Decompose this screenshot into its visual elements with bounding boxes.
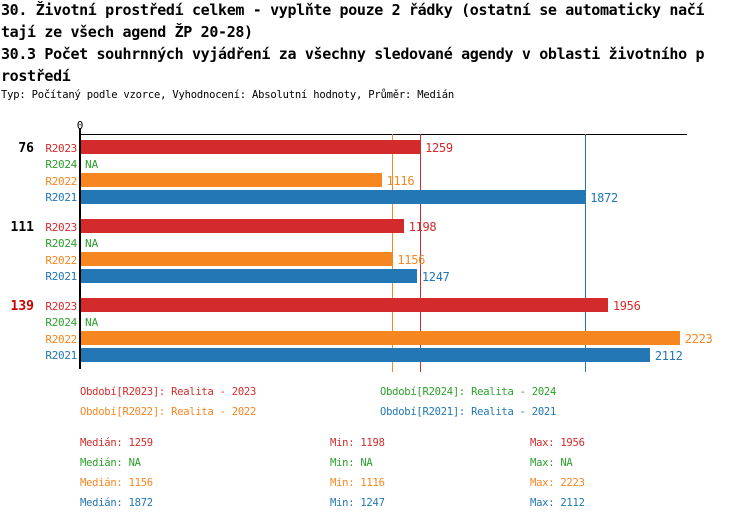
bar-value-label: 1956 [612,299,641,313]
group-label-111: 111 [10,220,34,235]
stat-min-R2022: Min: 1116 [330,477,385,489]
bar-value-label: 2223 [684,332,713,346]
y-axis-line [79,128,81,369]
stat-median-R2021: Medián: 1872 [80,497,153,509]
category-label-R2022: R2022 [45,332,77,346]
stat-max-R2023: Max: 1956 [530,437,585,449]
bar-R2021 [81,268,417,283]
group-label-139: 139 [10,299,34,314]
median-line-R2022 [392,134,394,372]
bar-value-label: 1116 [386,174,415,188]
bar-value-label: 1872 [590,190,618,205]
bar-value-label: 2112 [654,348,683,363]
stat-min-R2024: Min: NA [330,457,373,469]
bar-R2022 [81,252,393,266]
category-label-R2023: R2023 [45,220,77,234]
category-label-R2023: R2023 [45,141,77,155]
bar-na-label: NA [85,158,99,171]
category-label-R2024: R2024 [45,316,77,329]
bar-R2022 [81,173,382,187]
category-label-R2021: R2021 [45,349,77,362]
median-line-R2021 [585,134,587,372]
stat-max-R2022: Max: 2223 [530,477,585,489]
x-axis-line [80,134,687,135]
bar-R2021 [81,189,586,204]
page-title-line-4: rostředí [1,67,71,85]
median-line-R2023 [420,134,422,372]
category-label-R2024: R2024 [45,237,77,250]
bar-value-label: 1259 [425,141,453,155]
group-label-76: 76 [18,141,34,156]
category-label-R2021: R2021 [45,270,77,283]
page-title-line-1: 30. Životní prostředí celkem - vyplňte p… [1,1,705,19]
stat-median-R2022: Medián: 1156 [80,477,153,489]
bar-R2023 [81,298,608,312]
bar-R2023 [81,140,421,154]
bar-R2022 [81,331,680,345]
category-label-R2024: R2024 [45,158,77,171]
legend-item-R2023: Období[R2023]: Realita - 2023 [80,386,257,398]
category-label-R2021: R2021 [45,191,77,204]
x-axis-zero-tick: 0 [76,119,84,132]
bar-R2021 [81,347,650,362]
page-title-line-3: 30.3 Počet souhrnných vyjádření za všech… [1,45,705,63]
stat-min-R2023: Min: 1198 [330,437,385,449]
bar-R2023 [81,219,404,233]
page-title-line-2: tají ze všech agend ŽP 20-28) [1,23,253,41]
bar-value-label: 1198 [408,220,437,234]
category-label-R2023: R2023 [45,299,77,313]
legend-item-R2024: Období[R2024]: Realita - 2024 [380,386,557,398]
category-label-R2022: R2022 [45,174,77,188]
stat-max-R2021: Max: 2112 [530,497,585,509]
bar-na-label: NA [85,316,99,329]
legend-item-R2022: Období[R2022]: Realita - 2022 [80,406,257,418]
bar-value-label: 1156 [397,253,426,267]
category-label-R2022: R2022 [45,253,77,267]
chart-subtitle: Typ: Počítaný podle vzorce, Vyhodnocení:… [1,89,454,101]
stat-max-R2024: Max: NA [530,457,573,469]
stat-median-R2023: Medián: 1259 [80,437,153,449]
stat-median-R2024: Medián: NA [80,457,141,469]
bar-na-label: NA [85,237,99,250]
stat-min-R2021: Min: 1247 [330,497,385,509]
legend-item-R2021: Období[R2021]: Realita - 2021 [380,406,557,418]
bar-value-label: 1247 [421,269,450,284]
